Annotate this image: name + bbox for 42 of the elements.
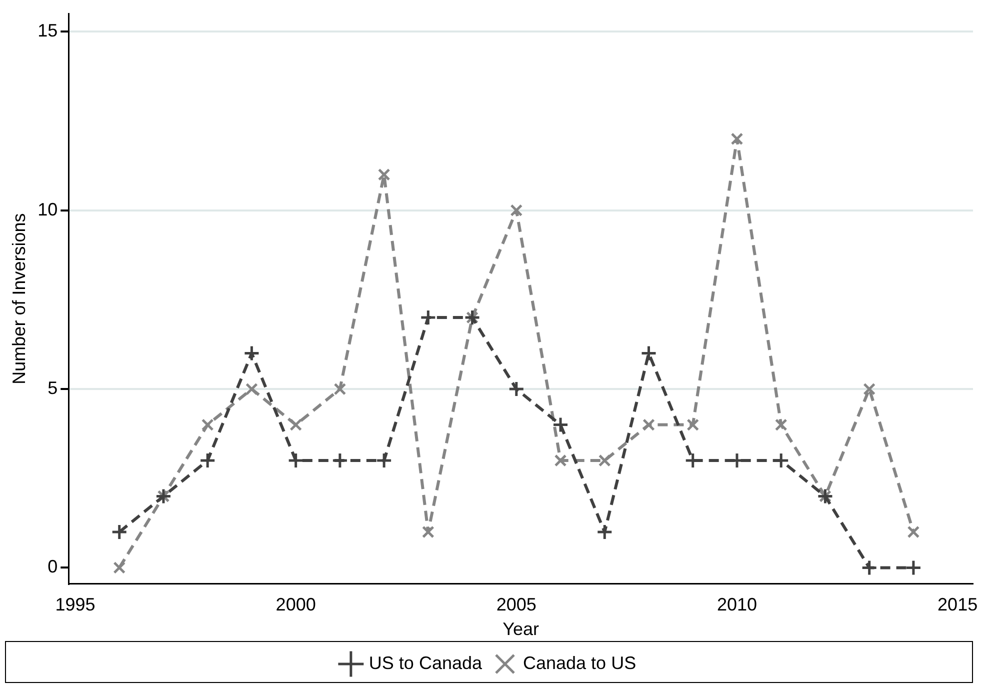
x-axis-title: Year xyxy=(502,619,539,640)
point xyxy=(378,168,390,181)
point xyxy=(552,416,569,434)
point xyxy=(510,204,523,217)
point xyxy=(905,559,922,576)
y-tick-label: 0 xyxy=(48,556,58,577)
point xyxy=(420,309,436,326)
point xyxy=(199,452,216,469)
legend-label: Canada to US xyxy=(523,652,636,673)
point xyxy=(686,418,700,431)
x-tick-label: 2015 xyxy=(938,594,978,615)
point xyxy=(290,418,302,431)
point xyxy=(422,526,434,538)
point xyxy=(863,382,876,396)
point xyxy=(243,345,260,362)
point xyxy=(376,452,392,469)
point xyxy=(508,380,525,398)
point xyxy=(640,345,657,362)
point xyxy=(113,562,126,574)
point xyxy=(861,559,878,576)
point xyxy=(288,452,304,469)
point xyxy=(332,452,348,469)
x-tick-label: 1995 xyxy=(55,594,96,615)
legend-label: US to Canada xyxy=(368,652,483,673)
point xyxy=(334,382,346,396)
point xyxy=(642,418,655,431)
point xyxy=(201,418,214,431)
point xyxy=(111,524,128,540)
point xyxy=(907,526,920,538)
y-tick-label: 5 xyxy=(48,378,58,398)
y-axis-title: Number of Inversions xyxy=(8,213,29,384)
point xyxy=(598,454,611,467)
point xyxy=(730,132,744,146)
x-tick-label: 2005 xyxy=(496,594,536,615)
point xyxy=(774,418,788,431)
y-tick-label: 10 xyxy=(38,199,58,220)
point xyxy=(596,524,613,540)
x-tick-label: 2000 xyxy=(276,594,316,615)
x-tick-label: 2010 xyxy=(716,594,758,615)
point xyxy=(554,454,567,467)
y-tick-label: 15 xyxy=(38,20,58,41)
point xyxy=(246,382,258,396)
